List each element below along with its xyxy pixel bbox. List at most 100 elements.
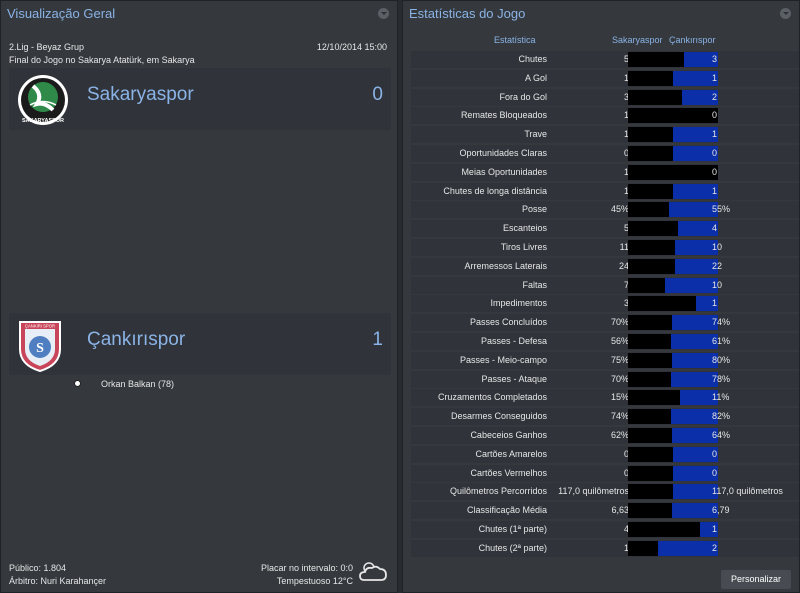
stat-row-background [411,332,799,350]
col-header-home: Sakaryaspor [612,35,663,45]
stat-away-fill [673,145,718,161]
stat-away-value: 0 [712,166,718,177]
stat-row: Chutes 5 3 [411,50,799,69]
stat-label: Meias Oportunidades [461,166,547,177]
stat-home-value: 1 [623,166,629,177]
stat-row-background [411,276,799,294]
stat-away-value: 1 [712,129,718,140]
competition-name[interactable]: 2.Lig - Beyaz Grup [9,42,85,52]
away-team-row: S ÇANKIRI SPOR Çankırıspor 1 [9,313,391,375]
stat-comparison-bar [628,221,718,237]
stat-away-fill [673,484,718,500]
stat-row-background [411,464,799,482]
stat-label: Classificação Média [466,505,547,516]
stat-label: Trave [524,129,547,140]
home-team-score: 0 [372,84,383,105]
stat-away-fill [695,296,718,312]
home-crest-text: SAKARYASPOR [22,118,64,124]
referee-text[interactable]: Árbitro: Nuri Karahançer [9,576,107,586]
stats-panel: Estatísticas do Jogo Estatística Sakarya… [402,0,800,593]
away-team-name[interactable]: Çankırıspor [87,329,186,350]
stat-home-value: 3 [623,91,629,102]
stat-comparison-bar [628,70,718,86]
stat-away-fill [675,239,718,255]
stat-away-fill [672,503,718,519]
home-team-crest-icon[interactable]: SAKARYASPOR [17,72,69,128]
stat-label: Desarmes Conseguidos [450,411,547,422]
weather-text: Tempestuoso 12°C [276,576,353,586]
stat-label: Passes Concluídos [469,317,547,328]
stat-away-fill [684,52,718,67]
stat-away-fill [700,521,718,537]
goal-scorer[interactable]: Orkan Balkan (78) [101,379,175,389]
stat-row: Oportunidades Claras 0 0 [411,144,799,163]
stat-home-value: 75% [610,354,629,365]
stat-comparison-bar [628,202,718,218]
stat-away-value: 61% [712,335,731,346]
stat-away-value: 55% [712,204,731,215]
stat-row-background [411,445,799,463]
stat-away-fill [671,333,718,349]
stat-home-value: 1 [623,72,629,83]
stat-away-fill [668,202,718,218]
stat-comparison-bar [628,239,718,255]
stat-home-value: 1 [623,542,629,553]
storm-cloud-icon [359,562,387,581]
collapse-icon[interactable] [378,8,389,19]
stat-row-background [411,126,799,144]
stat-row-background [411,295,799,313]
stat-home-value: 117,0 quilômetros [558,486,629,497]
stat-label: Chutes [518,54,547,64]
stat-home-value: 0 [623,448,629,459]
overview-panel-header: Visualização Geral [1,1,397,27]
stat-row: Posse 45% 55% [411,200,799,219]
stat-row: Chutes de longa distância 1 1 [411,182,799,201]
stats-panel-header: Estatísticas do Jogo [403,1,799,27]
stat-away-value: 22 [712,260,723,271]
home-team-row: SAKARYASPOR Sakaryaspor 0 [9,68,391,130]
stat-row: Cabeceios Ganhos 62% 64% [411,426,799,445]
away-crest-text: ÇANKIRI SPOR [25,324,55,329]
stat-row: Classificação Média 6,63 6,79 [411,501,799,520]
stat-row: Passes Concluídos 70% 74% [411,313,799,332]
stat-row: Passes - Defesa 56% 61% [411,332,799,351]
col-header-away: Çankırıspor [669,35,716,45]
stat-away-fill [673,183,718,199]
stat-label: Fora do Gol [499,91,547,102]
collapse-icon[interactable] [780,8,791,19]
stat-home-value: 70% [610,317,629,328]
stat-comparison-bar [628,183,718,199]
customize-button[interactable]: Personalizar [721,570,791,589]
stat-row-background [411,220,799,238]
stat-label: Cabeceios Ganhos [470,429,547,440]
overview-panel: Visualização Geral 2.Lig - Beyaz Grup 12… [0,0,398,593]
stat-row: Passes - Meio-campo 75% 80% [411,351,799,370]
stat-away-fill [678,221,718,237]
stat-label: Cartões Amarelos [475,448,547,459]
home-team-name[interactable]: Sakaryaspor [87,84,194,105]
stat-row: Arremessos Laterais 24 22 [411,257,799,276]
stat-away-fill [682,89,718,105]
svg-text:S: S [36,341,44,356]
stat-comparison-bar [628,296,718,312]
stat-away-value: 4 [712,223,718,234]
stat-row-background [411,51,799,68]
stat-home-value: 5 [623,223,629,234]
stat-home-value: 5 [623,54,629,64]
away-team-score: 1 [372,329,383,350]
stat-away-value: 78% [712,373,731,384]
away-team-crest-icon[interactable]: S ÇANKIRI SPOR [17,319,63,373]
stat-home-value: 15% [610,392,629,403]
stat-away-value: 74% [712,317,731,328]
stat-away-fill [671,352,718,368]
stat-label: Impedimentos [490,298,547,309]
stat-comparison-bar [628,164,718,180]
match-datetime: 12/10/2014 15:00 [316,42,387,52]
stat-home-value: 0 [623,147,629,158]
stat-home-value: 56% [610,335,629,346]
stat-label: Passes - Meio-campo [459,354,547,365]
stat-away-value: 80% [712,354,731,365]
stat-away-fill [673,127,718,143]
stat-home-value: 62% [610,429,629,440]
